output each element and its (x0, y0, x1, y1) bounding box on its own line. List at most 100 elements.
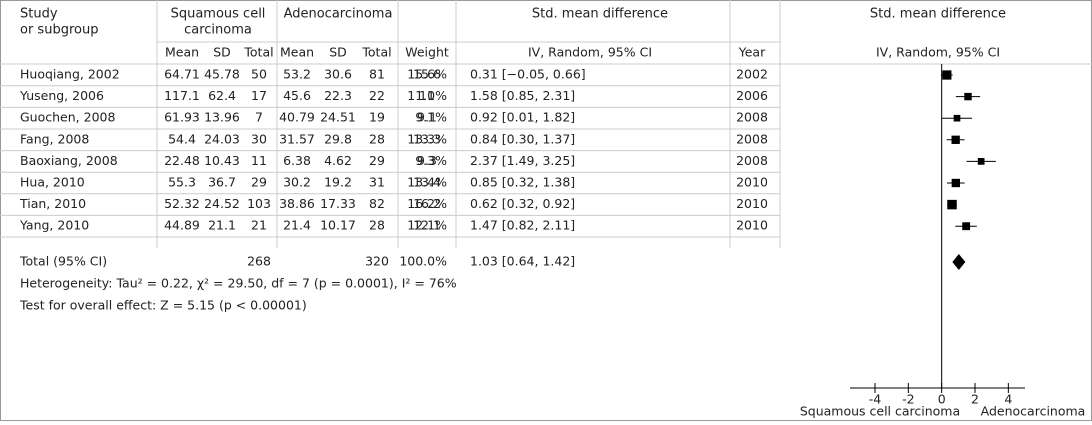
cell-text: Squamous cell (171, 7, 266, 22)
cell-text: 13.96 (204, 110, 240, 125)
cell-text: 100.0% (399, 254, 447, 269)
cell-text: 117.1 (164, 88, 200, 103)
cell-text: 62.4 (208, 88, 236, 103)
cell-text: Yang, 2010 (19, 218, 89, 233)
x-tick-label: -4 (869, 392, 882, 407)
cell-text: 9.3 (417, 153, 437, 168)
cell-text: 2002 (736, 67, 768, 82)
cell-text: 28 (369, 131, 385, 146)
cell-text: 38.86 (279, 196, 315, 211)
cell-text: 24.03 (204, 131, 240, 146)
cell-text: 22 (369, 88, 385, 103)
total-diamond (952, 254, 966, 270)
cell-text: or subgroup (20, 23, 98, 38)
cell-text: Huoqiang, 2002 (20, 67, 120, 82)
cell-text: 29 (369, 153, 385, 168)
cell-text: 103 (247, 196, 271, 211)
cell-text: Adenocarcinoma (284, 7, 393, 22)
cell-text: 17.33 (320, 196, 356, 211)
cell-text: 31.57 (279, 131, 315, 146)
x-tick-label: 4 (1004, 392, 1012, 407)
cell-text: 2008 (736, 153, 768, 168)
cell-text: 0.62 [0.32, 0.92] (470, 196, 575, 211)
cell-text: 19.2 (324, 175, 352, 190)
cell-text: 29 (251, 175, 267, 190)
cell-text: 55.3 (168, 175, 196, 190)
cell-text: 16.2 (413, 196, 441, 211)
cell-text: 21.1 (208, 218, 236, 233)
cell-text: 9.1% (415, 110, 447, 125)
x-tick-label: 0 (938, 392, 946, 407)
cell-text: 10.17 (320, 218, 356, 233)
cell-text: 22.3 (324, 88, 352, 103)
cell-text: Fang, 2008 (20, 131, 89, 146)
cell-text: 24.51 (320, 110, 356, 125)
cell-text: 31 (369, 175, 385, 190)
cell-text: 2008 (736, 110, 768, 125)
cell-text: 24.52 (204, 196, 240, 211)
effect-square (953, 114, 961, 122)
cell-text: 4.62 (324, 153, 352, 168)
cell-text: 1.47 [0.82, 2.11] (470, 218, 575, 233)
cell-text: Hua, 2010 (20, 175, 85, 190)
cell-text: 2010 (736, 196, 768, 211)
cell-text: 6.38 (283, 153, 311, 168)
x-tick-label: -2 (902, 392, 914, 407)
cell-text: Std. mean difference (532, 7, 668, 22)
cell-text: 2008 (736, 131, 768, 146)
cell-text: 15.6 (413, 67, 441, 82)
cell-text: 30.2 (283, 175, 311, 190)
cell-text: 7 (255, 110, 263, 125)
cell-text: 50 (251, 67, 267, 82)
cell-text: 45.6 (283, 88, 311, 103)
cell-text: 11 (251, 153, 267, 168)
cell-text: 19 (369, 110, 385, 125)
cell-text: Total (243, 45, 273, 60)
cell-text: 64.71 (164, 67, 200, 82)
cell-text: 13.4% (407, 175, 447, 190)
cell-text: Year (738, 45, 766, 60)
cell-text: 15.6% (407, 67, 447, 82)
cell-text: 21.4 (283, 218, 311, 233)
cell-text: Total (361, 45, 391, 60)
effect-square (951, 135, 960, 144)
cell-text: Guochen, 2008 (20, 110, 115, 125)
cell-text: 44.89 (164, 218, 200, 233)
cell-text: 13.3 (413, 131, 441, 146)
x-tick-label: 2 (971, 392, 979, 407)
cell-text: 28 (369, 218, 385, 233)
cell-text: 268 (247, 254, 271, 269)
cell-text: 45.78 (204, 67, 240, 82)
cell-text: 9.1 (417, 110, 437, 125)
cell-text: 36.7 (208, 175, 236, 190)
cell-text: 21 (251, 218, 267, 233)
cell-text: 81 (369, 67, 385, 82)
cell-text: 0.85 [0.32, 1.38] (470, 175, 575, 190)
cell-text: 12.1 (413, 218, 441, 233)
effect-square (964, 92, 972, 101)
cell-text: carcinoma (184, 23, 252, 38)
cell-text: Weight (405, 45, 449, 60)
axis-label-right: Adenocarcinoma (981, 404, 1086, 419)
cell-text: IV, Random, 95% CI (876, 45, 1000, 60)
cell-text: Heterogeneity: Tau² = 0.22, χ² = 29.50, … (20, 276, 457, 291)
cell-text: 52.32 (164, 196, 200, 211)
cell-text: 2006 (736, 88, 768, 103)
cell-text: 0.84 [0.30, 1.37] (470, 131, 575, 146)
cell-text: SD (213, 45, 231, 60)
cell-text: 54.4 (168, 131, 196, 146)
cell-text: 10.43 (204, 153, 240, 168)
effect-square (977, 158, 985, 165)
cell-text: 2.37 [1.49, 3.25] (470, 153, 575, 168)
axis-label-left: Squamous cell carcinoma (800, 404, 960, 419)
effect-square (951, 178, 961, 188)
cell-text: 61.93 (164, 110, 200, 125)
cell-text: Mean (280, 45, 314, 60)
cell-text: Mean (165, 45, 199, 60)
cell-text: Study (20, 7, 58, 22)
cell-text: Total (95% CI) (19, 254, 107, 269)
cell-text: 2010 (736, 175, 768, 190)
cell-text: 22.48 (164, 153, 200, 168)
cell-text: 11 (419, 88, 435, 103)
